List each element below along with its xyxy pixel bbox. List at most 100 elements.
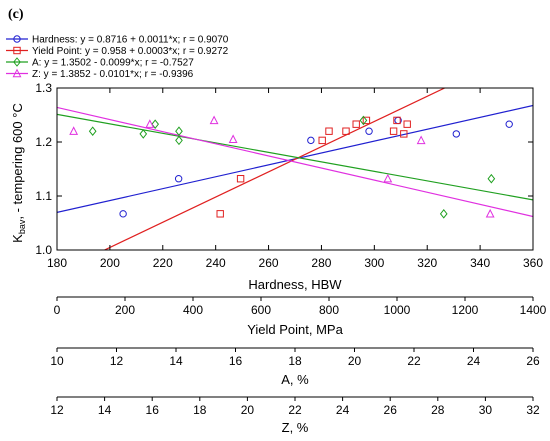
x-tick-label-yp: 600 [251,303,271,317]
x-tick-label-a: 14 [169,354,183,368]
data-point-2-5 [359,115,368,126]
fit-line-2 [57,113,533,201]
data-point-1-7 [389,127,398,135]
x-tick-label-hb: 240 [206,256,226,270]
data-point-2-6 [439,209,448,219]
y-axis-title-main: K [10,234,25,243]
x-tick-label-yp: 1000 [384,303,411,317]
data-point-0-3 [365,127,373,135]
data-point-3-2 [209,115,219,125]
x-tick-label-a: 26 [526,354,540,368]
data-point-2-2 [151,119,160,129]
x-tick-label-z: 32 [526,403,540,417]
data-point-2-4 [175,126,183,137]
x-tick-label-yp: 1200 [452,303,479,317]
data-point-1-4 [342,127,350,135]
x-tick-label-hb: 220 [153,256,173,270]
x-tick-label-z: 30 [479,403,493,417]
y-tick-label: 1.0 [35,243,52,257]
x-tick-label-hb: 340 [470,256,490,270]
data-point-2-1 [139,129,148,139]
legend-marker-2 [13,57,21,67]
x-axis-title-z: Z, % [282,420,309,435]
x-tick-label-z: 26 [384,403,398,417]
data-point-1-2 [318,136,326,145]
legend-label-2: A: y = 1.3502 - 0.0099*x; r = -0.7527 [32,58,194,69]
y-axis-title-sub: bav [17,219,27,234]
data-point-1-5 [352,120,360,128]
legend-marker-1 [13,46,21,55]
panel-label: (c) [8,7,24,22]
legend-label-1: Yield Point: y = 0.958 + 0.0003*x; r = 0… [32,46,229,57]
x-tick-label-yp: 0 [54,303,61,317]
x-tick-label-hb: 260 [259,256,279,270]
x-tick-label-a: 18 [288,354,302,368]
data-point-3-5 [416,135,426,145]
x-tick-label-z: 14 [98,403,112,417]
data-point-2-0 [88,126,97,137]
x-tick-label-a: 16 [229,354,243,368]
y-tick-label: 1.3 [35,81,52,95]
x-tick-label-z: 24 [336,403,350,417]
data-point-1-0 [216,210,224,218]
x-tick-label-a: 10 [50,354,64,368]
x-tick-label-hb: 360 [523,256,543,270]
data-point-0-6 [505,120,513,128]
plot-frame [56,87,534,251]
x-tick-label-hb: 200 [100,256,120,270]
x-tick-label-hb: 320 [417,256,437,270]
x-tick-label-a: 20 [348,354,362,368]
data-point-0-2 [307,136,315,145]
legend-label-0: Hardness: y = 0.8716 + 0.0011*x; r = 0.9… [32,35,229,46]
data-point-2-3 [175,135,183,146]
x-axis-title-hb: Hardness, HBW [248,277,342,292]
legend-label-3: Z: y = 1.3852 - 0.0101*x; r = -0.9396 [32,69,194,80]
legend-marker-3 [12,68,22,78]
x-tick-label-z: 28 [431,403,445,417]
legend-marker-0 [13,35,21,43]
x-axis-title-a: A, % [281,372,309,387]
fit-line-1 [103,88,446,250]
plot-area [57,88,533,250]
x-tick-label-z: 18 [193,403,207,417]
data-point-3-6 [485,208,495,218]
y-axis-title-rest: , - tempering 600 °C [10,103,25,219]
x-tick-label-z: 16 [146,403,160,417]
data-point-3-4 [383,173,393,183]
fit-line-3 [57,106,533,218]
x-tick-label-yp: 200 [115,303,135,317]
data-point-0-1 [174,175,183,183]
data-point-1-3 [325,127,333,135]
data-point-1-1 [236,175,245,183]
x-tick-label-hb: 180 [47,256,67,270]
y-tick-label: 1.1 [35,189,52,203]
y-axis-title: Kbav, - tempering 600 °C [10,103,27,243]
legend: Hardness: y = 0.8716 + 0.0011*x; r = 0.9… [6,35,229,80]
x-tick-label-z: 12 [50,403,64,417]
x-tick-label-a: 24 [467,354,481,368]
x-tick-label-hb: 300 [364,256,384,270]
data-point-2-7 [487,173,496,184]
x-tick-label-hb: 280 [311,256,331,270]
x-tick-label-yp: 1400 [520,303,547,317]
data-point-0-0 [119,210,127,218]
data-point-1-6 [362,116,371,125]
data-point-0-5 [452,130,461,138]
x-tick-label-yp: 400 [183,303,203,317]
data-point-3-1 [145,119,155,128]
data-point-3-3 [228,134,238,143]
x-tick-label-z: 22 [288,403,302,417]
y-tick-label: 1.2 [35,135,52,149]
x-tick-label-z: 20 [241,403,255,417]
data-point-1-9 [400,130,408,138]
data-point-1-10 [403,120,411,128]
x-tick-label-a: 12 [110,354,124,368]
x-tick-label-a: 22 [407,354,421,368]
data-point-3-0 [69,126,79,135]
x-tick-label-yp: 800 [319,303,339,317]
x-axis-title-yp: Yield Point, MPa [247,322,343,337]
data-point-1-8 [393,116,401,125]
